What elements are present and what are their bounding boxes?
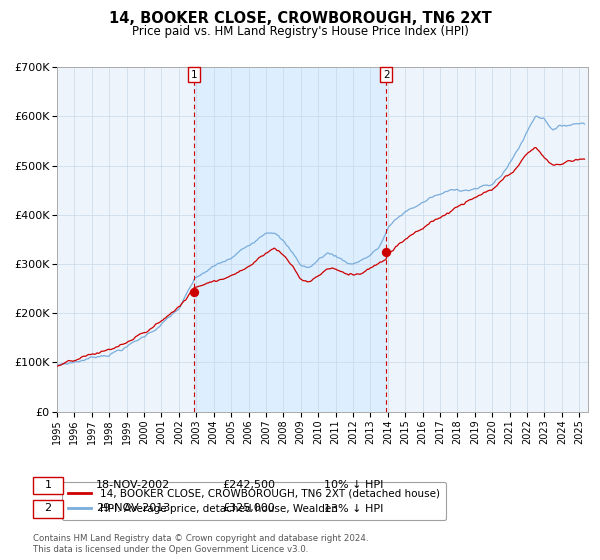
- Bar: [194, 67, 386, 412]
- Text: 14, BOOKER CLOSE, CROWBOROUGH, TN6 2XT: 14, BOOKER CLOSE, CROWBOROUGH, TN6 2XT: [109, 11, 491, 26]
- Text: Contains HM Land Registry data © Crown copyright and database right 2024.
This d: Contains HM Land Registry data © Crown c…: [33, 534, 368, 554]
- Text: 2: 2: [383, 69, 389, 80]
- Text: 1: 1: [191, 69, 197, 80]
- Text: £325,000: £325,000: [222, 503, 275, 514]
- Text: £242,500: £242,500: [222, 480, 275, 490]
- Legend: 14, BOOKER CLOSE, CROWBOROUGH, TN6 2XT (detached house), HPI: Average price, det: 14, BOOKER CLOSE, CROWBOROUGH, TN6 2XT (…: [62, 482, 446, 520]
- Text: 1: 1: [44, 480, 52, 490]
- Text: Price paid vs. HM Land Registry's House Price Index (HPI): Price paid vs. HM Land Registry's House …: [131, 25, 469, 38]
- Point: [190, 288, 199, 297]
- Text: 18-NOV-2002: 18-NOV-2002: [96, 480, 170, 490]
- Text: 10% ↓ HPI: 10% ↓ HPI: [324, 480, 383, 490]
- Text: 2: 2: [44, 503, 52, 514]
- Point: [382, 247, 391, 256]
- Text: 29-NOV-2013: 29-NOV-2013: [96, 503, 170, 514]
- Text: 13% ↓ HPI: 13% ↓ HPI: [324, 503, 383, 514]
